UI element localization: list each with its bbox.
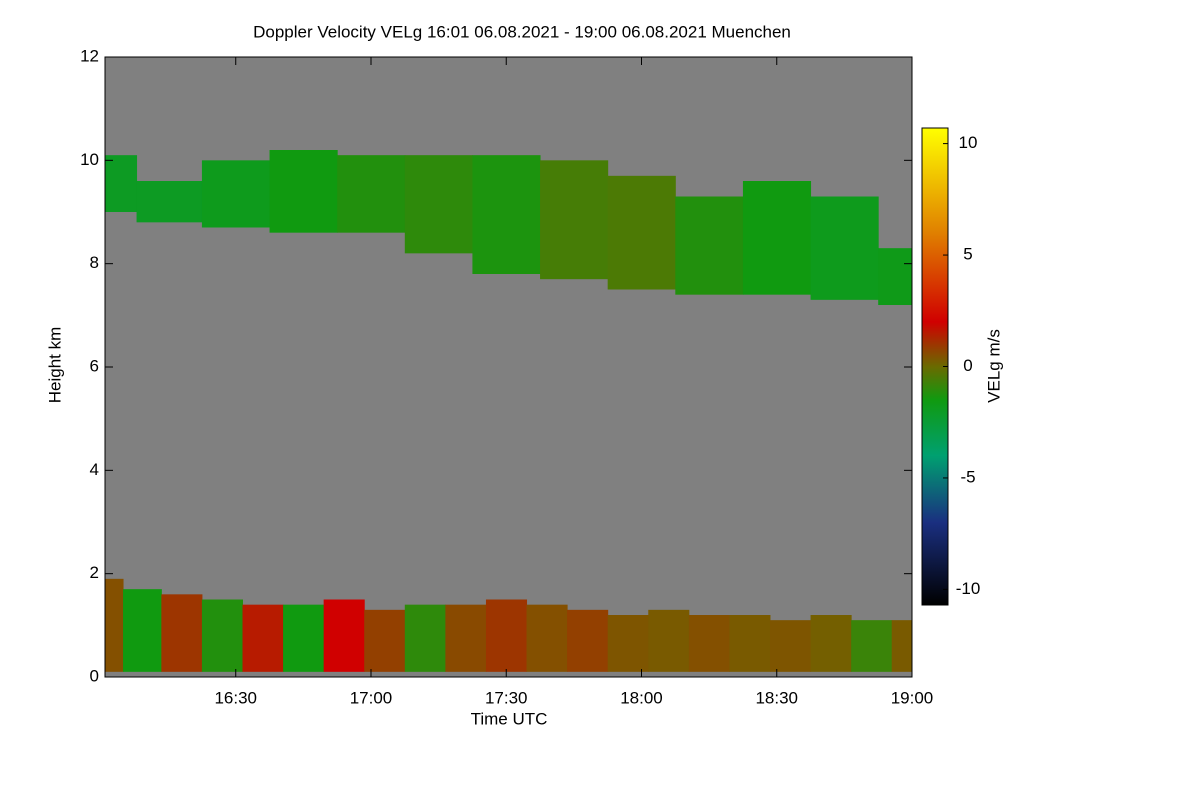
chart-title: Doppler Velocity VELg 16:01 06.08.2021 -… <box>253 22 791 41</box>
echo-slice <box>675 196 744 295</box>
echo-slice <box>404 155 473 254</box>
y-tick-label: 2 <box>90 563 99 582</box>
x-tick-label: 17:30 <box>485 688 528 707</box>
echo-slice <box>742 181 812 295</box>
colorbar-tick-label: -5 <box>960 467 975 486</box>
x-tick-label: 18:00 <box>620 688 663 707</box>
y-tick-label: 8 <box>90 253 99 272</box>
echo-slice <box>688 615 730 672</box>
echo-slice <box>269 150 338 233</box>
echo-slice <box>201 599 243 672</box>
echo-slice <box>105 155 138 212</box>
echo-slice <box>878 248 912 305</box>
echo-slice <box>136 181 203 223</box>
echo-slice <box>445 604 487 672</box>
echo-slice <box>607 175 676 290</box>
echo-slice <box>404 604 446 672</box>
echo-slice <box>810 615 852 672</box>
echo-slice <box>105 578 124 672</box>
echo-slice <box>891 620 912 672</box>
x-tick-label: 19:00 <box>891 688 934 707</box>
y-tick-label: 6 <box>90 356 99 375</box>
plot-background <box>105 57 912 677</box>
echo-slice <box>472 155 541 274</box>
echo-slice <box>283 604 325 672</box>
colorbar-tick-label: -10 <box>956 579 981 598</box>
colorbar-label: VELg m/s <box>984 329 1003 403</box>
y-tick-label: 0 <box>90 666 99 685</box>
data-layer <box>105 150 912 672</box>
echo-slice <box>567 609 609 672</box>
echo-slice <box>526 604 568 672</box>
x-tick-label: 16:30 <box>214 688 257 707</box>
y-tick-label: 4 <box>90 460 99 479</box>
echo-slice <box>364 609 406 672</box>
x-tick-label: 18:30 <box>755 688 798 707</box>
echo-slice <box>810 196 879 300</box>
echo-slice <box>242 604 284 672</box>
y-axis-label: Height km <box>45 327 64 404</box>
echo-slice <box>323 599 365 672</box>
echo-slice <box>201 160 271 228</box>
echo-slice <box>769 620 812 672</box>
x-axis-label: Time UTC <box>471 709 548 728</box>
colorbar-tick-label: 10 <box>959 133 978 152</box>
colorbar-tick-label: 0 <box>963 356 972 375</box>
y-tick-label: 12 <box>80 46 99 65</box>
echo-slice <box>540 160 609 280</box>
x-tick-label: 17:00 <box>350 688 393 707</box>
y-tick-label: 10 <box>80 150 99 169</box>
echo-slice <box>123 589 162 672</box>
colorbar-tick-label: 5 <box>963 245 972 264</box>
echo-slice <box>607 615 649 672</box>
echo-slice <box>337 155 406 233</box>
echo-slice <box>485 599 528 672</box>
echo-slice <box>648 609 690 672</box>
echo-slice <box>729 615 771 672</box>
echo-slice <box>851 620 893 672</box>
echo-slice <box>161 594 203 672</box>
